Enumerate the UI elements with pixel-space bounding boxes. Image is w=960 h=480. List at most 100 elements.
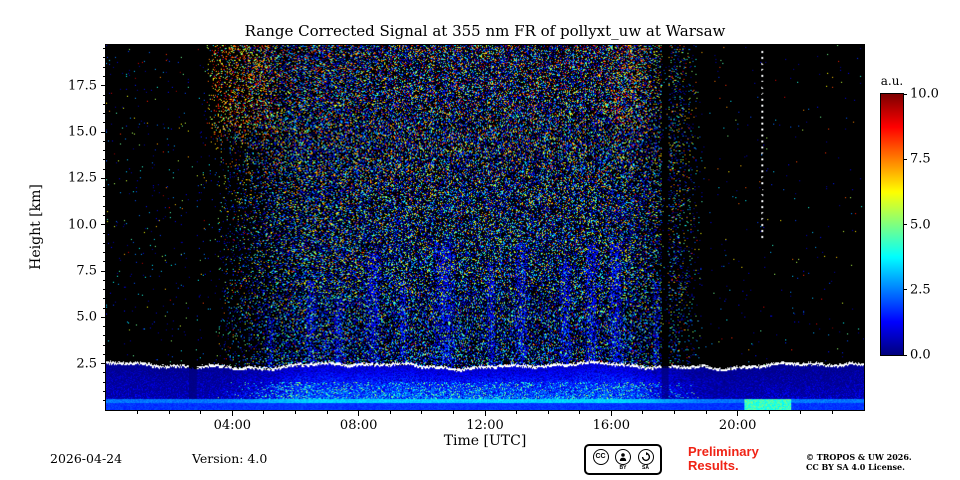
x-minor-tick [389,411,391,414]
x-tick [737,411,739,416]
x-minor-tick [168,411,170,414]
y-tick-label: 2.5 [76,356,97,372]
y-tick [101,177,106,179]
cc-by-sa-license-badge: CC BY SA [584,444,662,475]
y-minor-tick [103,400,106,402]
y-minor-tick [103,75,106,77]
y-tick-label: 15.0 [68,124,97,140]
colorbar-tick [903,354,907,356]
y-minor-tick [103,233,106,235]
preliminary-results-note: Preliminary Results. [688,444,759,474]
y-tick [101,363,106,365]
colorbar-tick [903,289,907,291]
x-minor-tick [295,411,296,414]
colorbar-tick-label: 2.5 [910,282,931,298]
colorbar-tick-label: 0.0 [910,347,931,363]
sa-sublabel: SA [642,464,649,471]
x-minor-tick [831,411,833,414]
y-minor-tick [103,261,106,263]
y-tick-label: 17.5 [68,78,97,94]
y-minor-tick [103,196,106,198]
x-axis-label: Time [UTC] [443,433,527,449]
copyright-line2: CC BY SA 4.0 License. [806,462,905,473]
colorbar-tick [903,93,907,95]
x-minor-tick [421,411,423,414]
y-minor-tick [103,140,106,142]
y-minor-tick [103,168,106,170]
x-minor-tick [579,411,581,414]
y-minor-tick [103,353,106,355]
colorbar-tick-label: 7.5 [910,151,931,167]
x-minor-tick [516,411,518,414]
x-tick-label: 08:00 [339,418,378,433]
x-tick-label: 20:00 [718,418,757,433]
y-minor-tick [103,344,106,346]
y-minor-tick [103,279,106,281]
y-minor-tick [103,372,106,374]
x-minor-tick [768,411,770,414]
y-minor-tick [103,214,106,216]
y-tick [101,131,106,133]
y-minor-tick [103,381,106,383]
x-minor-tick [547,411,549,414]
x-minor-tick [263,411,265,414]
person-icon [615,448,631,465]
x-tick [484,411,486,416]
colorbar-unit-label: a.u. [880,74,904,88]
y-minor-tick [103,289,106,291]
y-minor-tick [103,159,106,161]
by-logo: BY [615,448,631,471]
colorbar-tick-label: 10.0 [910,86,939,102]
version-label: Version: 4.0 [192,451,268,466]
preliminary-line1: Preliminary [688,444,759,459]
x-minor-tick [642,411,644,414]
y-minor-tick [103,390,106,392]
y-minor-tick [103,298,106,300]
y-minor-tick [103,66,106,68]
y-tick [101,224,106,226]
y-tick-label: 12.5 [68,170,97,186]
y-minor-tick [103,307,106,309]
colorbar-gradient-canvas [881,94,903,355]
y-tick [101,316,106,318]
y-minor-tick [103,187,106,189]
y-minor-tick [103,113,106,115]
copyright-line1: © TROPOS & UW 2026. [806,452,912,462]
x-tick [231,411,233,416]
cc-icon: CC [592,448,609,465]
x-minor-tick [800,411,802,414]
x-tick [358,411,360,416]
y-minor-tick [103,57,106,59]
y-minor-tick [103,48,106,50]
y-tick [101,85,106,87]
sa-logo: SA [637,448,654,471]
copyright-note: © TROPOS & UW 2026. CC BY SA 4.0 License… [806,452,912,473]
y-tick [101,270,106,272]
x-minor-tick [137,411,139,414]
x-minor-tick [326,411,328,414]
x-tick-label: 16:00 [592,418,631,433]
plot-title: Range Corrected Signal at 355 nm FR of p… [244,22,726,40]
measurement-date: 2026-04-24 [50,451,123,466]
y-axis-label: Height [km] [28,184,44,270]
y-minor-tick [103,252,106,253]
x-tick [610,411,612,416]
colorbar-tick [903,224,907,225]
y-minor-tick [103,326,106,328]
share-alike-icon [637,448,654,465]
x-minor-tick [452,411,454,414]
y-tick-label: 5.0 [76,309,97,325]
x-minor-tick [705,411,707,414]
colorbar-tick [903,158,907,160]
y-minor-tick [103,335,106,337]
cc-logo: CC [592,448,609,471]
y-minor-tick [103,94,106,96]
x-minor-tick [200,411,202,414]
y-minor-tick [103,150,106,152]
preliminary-line2: Results. [688,458,739,474]
plot-area: 04:00 08:00 12:00 16:00 20:00 2.5 5.0 7.5 10.0 12… [68,44,865,433]
x-tick-label: 04:00 [213,418,252,433]
by-sublabel: BY [619,464,627,471]
y-minor-tick [103,205,106,207]
